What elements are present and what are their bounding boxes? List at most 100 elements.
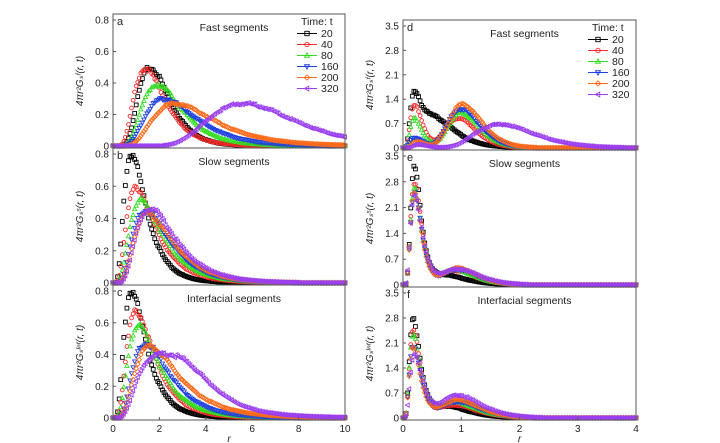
data-point	[210, 399, 217, 406]
data-point	[184, 393, 191, 399]
data-point	[136, 220, 142, 226]
data-point	[134, 129, 141, 135]
data-point	[139, 324, 146, 330]
y-tick-label: 0.8	[95, 287, 109, 298]
data-point	[417, 98, 423, 104]
data-point	[134, 349, 141, 355]
legend-entry-40: 40	[588, 45, 624, 57]
y-tick-label: 0	[393, 144, 399, 155]
y-tick-label: 1.4	[385, 229, 399, 240]
data-point	[240, 409, 246, 415]
data-point	[133, 83, 139, 89]
data-point	[161, 369, 167, 375]
data-point	[419, 118, 424, 123]
data-point	[167, 379, 174, 385]
data-point	[142, 360, 148, 367]
data-point	[164, 101, 171, 108]
data-point	[171, 241, 178, 248]
data-point	[144, 111, 150, 117]
data-point	[508, 141, 515, 148]
data-point	[131, 237, 137, 243]
data-point	[122, 372, 129, 378]
data-point	[247, 132, 254, 139]
data-point	[144, 90, 150, 97]
data-point	[505, 140, 512, 147]
data-point	[421, 242, 427, 249]
data-point	[136, 356, 143, 363]
data-point	[150, 231, 156, 236]
data-point	[261, 135, 268, 142]
data-point	[165, 377, 172, 383]
data-point	[196, 392, 203, 399]
data-point	[184, 110, 191, 116]
data-point	[126, 397, 132, 404]
data-point	[170, 377, 177, 384]
data-point	[409, 117, 416, 123]
data-point	[129, 105, 134, 111]
data-point	[471, 116, 478, 122]
y-tick-label: 0.8	[95, 150, 109, 161]
data-point	[161, 104, 167, 111]
data-point	[241, 409, 248, 416]
data-point	[136, 135, 143, 141]
data-point	[136, 87, 142, 93]
data-point	[137, 106, 144, 112]
data-point	[164, 374, 170, 380]
data-point	[136, 75, 142, 81]
data-point	[244, 131, 251, 138]
data-point	[418, 228, 425, 235]
data-point	[119, 219, 125, 224]
data-point	[131, 205, 138, 212]
data-point	[457, 266, 463, 273]
y-axis-label: 4πr²Gₛᶠ(r, t)	[365, 60, 376, 110]
data-point	[119, 278, 125, 284]
panel-title: Interfacial segments	[187, 293, 281, 305]
data-point	[125, 352, 132, 359]
data-point	[124, 305, 130, 311]
data-point	[134, 116, 141, 123]
data-point	[125, 263, 131, 269]
data-point	[199, 111, 206, 118]
data-point	[137, 351, 144, 358]
data-point	[180, 246, 187, 253]
data-point	[120, 383, 127, 390]
data-point	[406, 131, 413, 138]
data-point	[128, 336, 135, 342]
data-point	[146, 351, 151, 357]
legend-title: Time: t	[301, 16, 333, 28]
data-point	[124, 128, 130, 134]
data-point	[121, 335, 127, 340]
data-point	[179, 101, 186, 108]
data-point	[238, 129, 245, 136]
data-point	[423, 253, 430, 260]
data-point	[151, 352, 157, 359]
data-point	[122, 408, 128, 415]
data-point	[121, 373, 127, 379]
data-point	[123, 227, 128, 233]
panel-label: c	[117, 287, 123, 299]
data-point	[133, 202, 140, 208]
panel-title: Fast segments	[200, 22, 269, 34]
data-point	[134, 199, 141, 205]
data-point	[423, 252, 430, 258]
legend-label: 160	[612, 67, 630, 79]
series-320	[399, 121, 638, 151]
data-point	[187, 104, 194, 111]
data-point	[165, 100, 172, 107]
data-point	[212, 117, 218, 124]
data-point	[414, 104, 420, 110]
data-point	[418, 126, 425, 132]
data-point	[173, 380, 180, 386]
data-point	[225, 102, 231, 109]
data-point	[215, 119, 222, 126]
data-point	[148, 84, 155, 90]
data-point	[153, 112, 160, 118]
data-point	[129, 315, 134, 321]
data-point	[122, 272, 128, 279]
data-point	[138, 314, 144, 320]
data-point	[134, 136, 141, 143]
data-point	[418, 224, 424, 231]
y-tick-label: 0.4	[95, 350, 109, 361]
